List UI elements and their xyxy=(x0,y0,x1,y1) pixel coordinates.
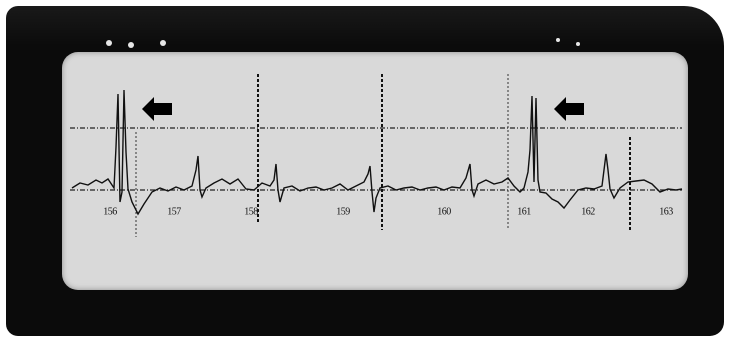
beat-label-162: 162 xyxy=(581,205,595,218)
beat-label-158: 158 xyxy=(244,205,258,218)
status-led-4 xyxy=(556,38,560,42)
status-led-3 xyxy=(160,40,166,46)
beat-label-163: 163 xyxy=(659,205,673,218)
bezel-glare xyxy=(6,6,724,46)
beat-label-157: 157 xyxy=(167,205,181,218)
status-led-5 xyxy=(576,42,580,46)
beat-label-161: 161 xyxy=(517,205,531,218)
arrow-right-icon xyxy=(554,97,584,121)
status-led-1 xyxy=(106,40,112,46)
ecg-trace-area xyxy=(70,74,683,237)
ecg-waveform xyxy=(71,89,683,216)
beat-label-160: 160 xyxy=(437,205,451,218)
status-led-2 xyxy=(128,42,134,48)
beat-label-159: 159 xyxy=(336,205,350,218)
beat-label-156: 156 xyxy=(103,205,117,218)
ecg-screen: 156 157 158 159 160 161 162 163 xyxy=(62,52,688,290)
arrow-left-icon xyxy=(142,97,172,121)
